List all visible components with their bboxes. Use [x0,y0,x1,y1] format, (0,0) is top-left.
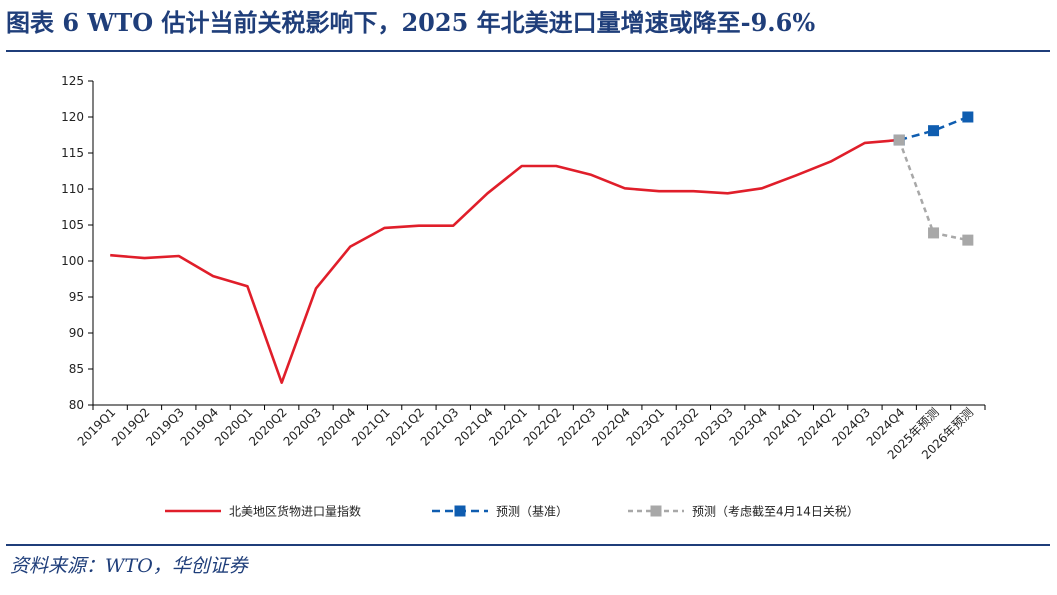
chart-legend: 北美地区货物进口量指数 预测（基准） 预测（考虑截至4月14日关税） [165,504,859,519]
legend-label: 预测（基准） [496,505,568,519]
legend-swatch-marker [650,505,662,517]
y-tick-label: 100 [61,254,84,268]
y-tick-label: 110 [61,182,84,196]
y-tick-label: 105 [61,218,84,232]
series-line-3 [898,139,969,242]
source-divider [6,544,1050,546]
data-point-marker [928,227,940,239]
y-tick-label: 120 [61,110,84,124]
y-tick-label: 95 [69,290,84,304]
figure-title: 图表 6 WTO 估计当前关税影响下，2025 年北美进口量增速或降至-9.6% [6,8,816,37]
series-line-1 [110,138,900,384]
y-tick-label: 90 [69,326,84,340]
data-point-marker [893,134,905,146]
y-tick-label: 115 [61,146,84,160]
data-point-marker [962,111,974,123]
line-chart: 808590951001051101151201252019Q12019Q220… [61,74,986,519]
source-note: 资料来源：WTO，华创证券 [10,555,248,577]
legend-swatch-marker [454,505,466,517]
title-divider [6,50,1050,52]
data-point-marker [928,125,940,137]
y-tick-label: 125 [61,74,84,88]
y-tick-label: 80 [69,398,84,412]
data-point-marker [962,234,974,246]
chart-series [110,111,974,384]
y-tick-label: 85 [69,362,84,376]
legend-label: 预测（考虑截至4月14日关税） [692,505,859,519]
legend-label: 北美地区货物进口量指数 [229,504,361,519]
